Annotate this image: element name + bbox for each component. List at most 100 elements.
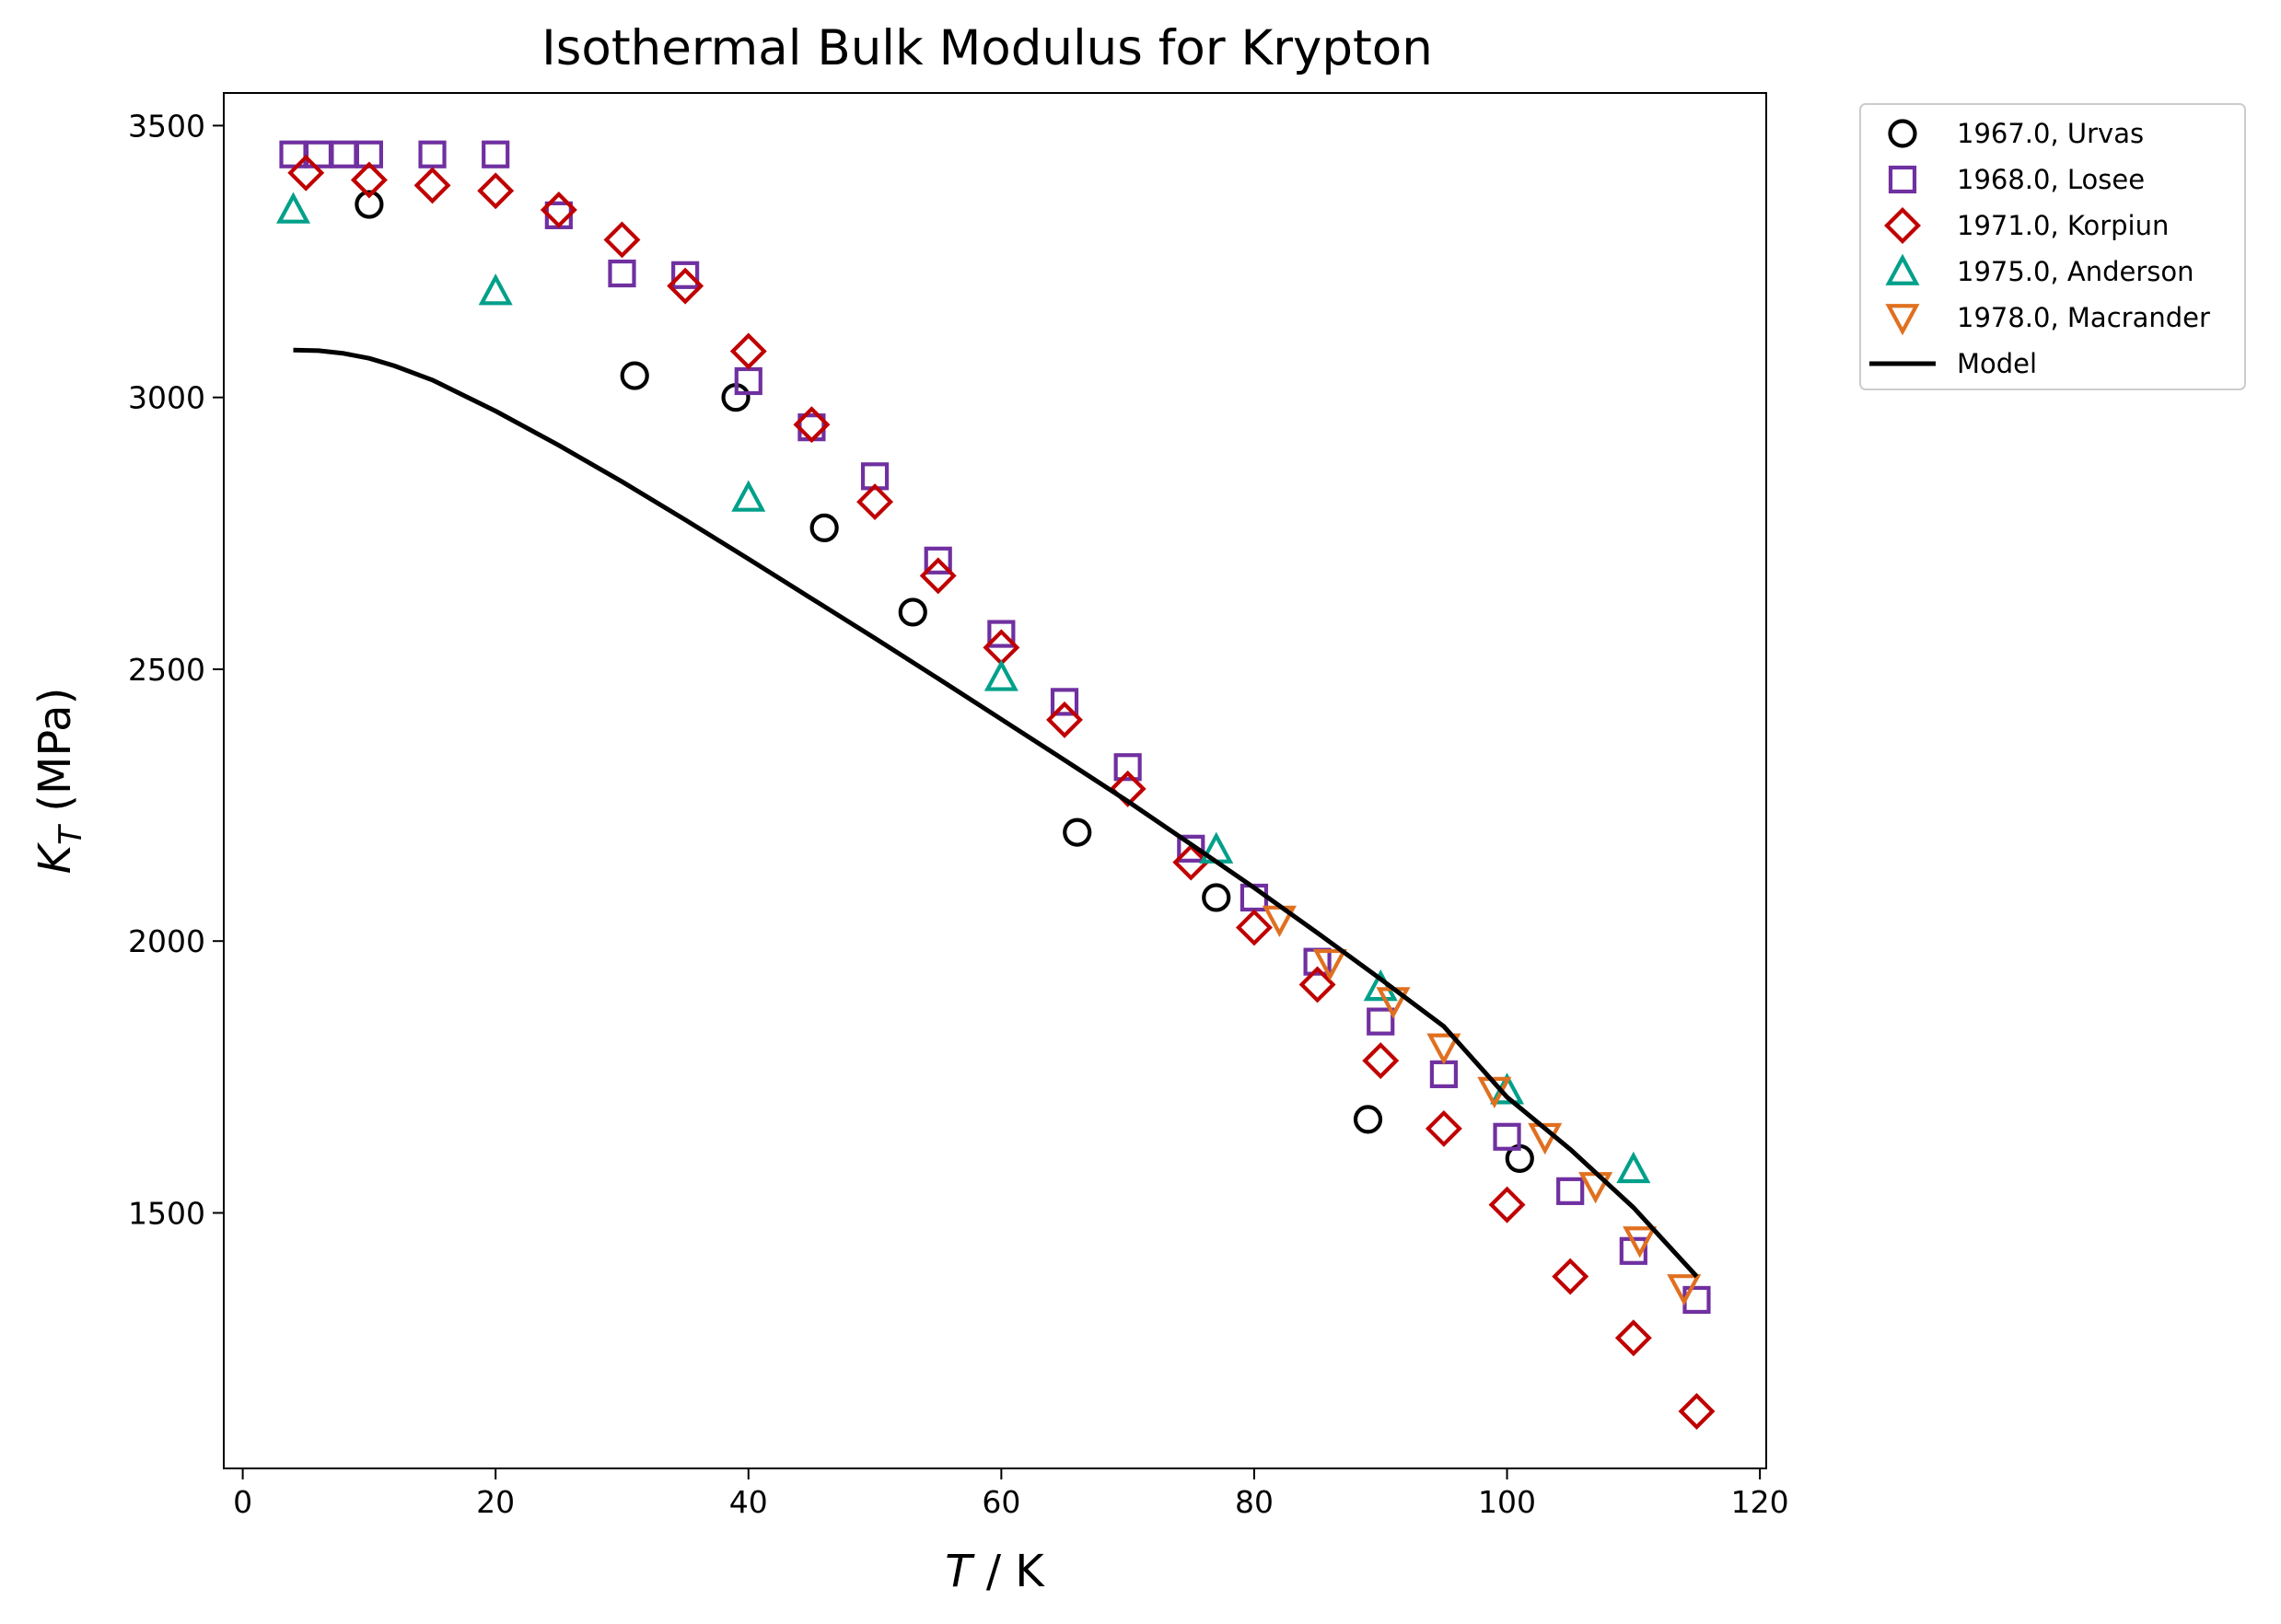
legend-item-1978-0-macrander: 1978.0, Macrander [1885, 302, 2210, 336]
legend-label: 1968.0, Losee [1957, 164, 2145, 195]
legend-label: 1967.0, Urvas [1957, 118, 2144, 149]
legend-item-1975-0-anderson: 1975.0, Anderson [1885, 253, 2194, 287]
y-tick-label: 2000 [128, 923, 205, 959]
data-point [1172, 843, 1210, 881]
series-1975-0-anderson [275, 191, 1651, 1184]
plot-area-border [223, 92, 1767, 1469]
legend-label: 1971.0, Korpiun [1957, 210, 2169, 241]
data-point [1362, 1042, 1400, 1080]
data-point [1367, 1007, 1395, 1036]
data-point [477, 172, 515, 210]
legend-marker [1888, 165, 1917, 194]
x-axis-unit: / K [972, 1546, 1046, 1597]
data-point [478, 273, 513, 306]
data-point [1552, 1258, 1589, 1295]
x-tick-label: 120 [1731, 1484, 1789, 1520]
data-point [1678, 1393, 1716, 1430]
legend-marker [1885, 253, 1920, 285]
x-axis-title: T / K [945, 1546, 1045, 1597]
x-tick-label: 80 [1235, 1484, 1274, 1520]
data-point [603, 221, 641, 259]
series-layer [275, 140, 1716, 1430]
data-point [1623, 1226, 1658, 1259]
legend-label: 1975.0, Anderson [1957, 256, 2194, 287]
data-point [330, 140, 358, 168]
y-axis-ticks: 1500 2000 2500 3000 3500 [128, 108, 224, 1231]
legend-marker [1885, 304, 1920, 336]
data-point [1488, 1186, 1526, 1224]
y-tick-label: 2500 [128, 652, 205, 688]
series-1968-0-losee [279, 140, 1711, 1315]
data-point [413, 167, 451, 204]
data-point [987, 620, 1016, 648]
legend-marker [1884, 207, 1921, 244]
data-point [482, 140, 510, 168]
data-point [620, 361, 649, 390]
y-tick-label: 3000 [128, 380, 205, 416]
data-point [793, 406, 831, 444]
data-point [856, 483, 894, 521]
legend-marker [1888, 119, 1917, 148]
data-point [1063, 818, 1092, 847]
data-point [1177, 834, 1205, 863]
data-point [671, 261, 700, 289]
data-point [1614, 1319, 1652, 1357]
data-point [1202, 883, 1231, 912]
data-point [1113, 753, 1142, 782]
legend-label: Model [1957, 348, 2037, 379]
legend-item-1967-0-urvas: 1967.0, Urvas [1888, 118, 2144, 149]
y-axis-subscript: T [52, 824, 89, 845]
data-point [1353, 1105, 1383, 1134]
data-point [1616, 1151, 1651, 1184]
data-point [1312, 948, 1347, 981]
x-tick-label: 40 [729, 1484, 768, 1520]
data-point [1578, 1172, 1613, 1204]
data-point [898, 597, 927, 627]
y-tick-label: 1500 [128, 1195, 205, 1231]
data-point [1426, 1033, 1461, 1065]
data-point [275, 191, 311, 224]
y-axis-unit: (MPa) [29, 688, 81, 826]
series-1967-0-urvas [355, 190, 1534, 1174]
legend: 1967.0, Urvas 1968.0, Losee 1971.0, Korpiu… [1859, 103, 2246, 390]
data-point [731, 480, 766, 512]
x-tick-label: 100 [1478, 1484, 1536, 1520]
legend-item-1968-0-losee: 1968.0, Losee [1888, 164, 2145, 195]
y-axis-title: KT (MPa) [29, 688, 89, 875]
data-point [608, 259, 636, 288]
data-point [1556, 1177, 1585, 1205]
legend-item-model: Model [1869, 348, 2037, 379]
data-point [1667, 1274, 1702, 1306]
data-point [1425, 1109, 1462, 1147]
x-tick-label: 20 [476, 1484, 515, 1520]
x-axis-symbol: T [945, 1546, 975, 1597]
data-point [924, 546, 952, 574]
series-model [293, 347, 1699, 1279]
data-point [1493, 1122, 1521, 1151]
data-point [1109, 770, 1146, 807]
y-tick-label: 3500 [128, 108, 205, 144]
data-point [350, 161, 388, 199]
data-point [1528, 1122, 1563, 1155]
series-1971-0-korpiun [287, 154, 1716, 1430]
x-axis-ticks: 0 20 40 60 80 100 120 [233, 1468, 1789, 1520]
x-tick-label: 0 [233, 1484, 252, 1520]
data-point [540, 191, 577, 228]
legend-box [1859, 103, 2246, 390]
data-point [1429, 1060, 1458, 1088]
data-point [1050, 688, 1079, 716]
y-axis-symbol: K [29, 841, 81, 874]
data-point [1298, 966, 1336, 1003]
data-point [809, 513, 839, 543]
legend-label: 1978.0, Macrander [1957, 302, 2210, 333]
data-point [729, 332, 767, 370]
chart-title: Isothermal Bulk Modulus for Krypton [541, 20, 1433, 76]
data-point [667, 267, 704, 305]
data-point [1235, 909, 1273, 946]
data-point [919, 557, 957, 595]
data-point [418, 140, 447, 168]
legend-item-1971-0-korpiun: 1971.0, Korpiun [1884, 207, 2169, 244]
plot-frame [223, 92, 1767, 1469]
data-point [983, 659, 1018, 691]
